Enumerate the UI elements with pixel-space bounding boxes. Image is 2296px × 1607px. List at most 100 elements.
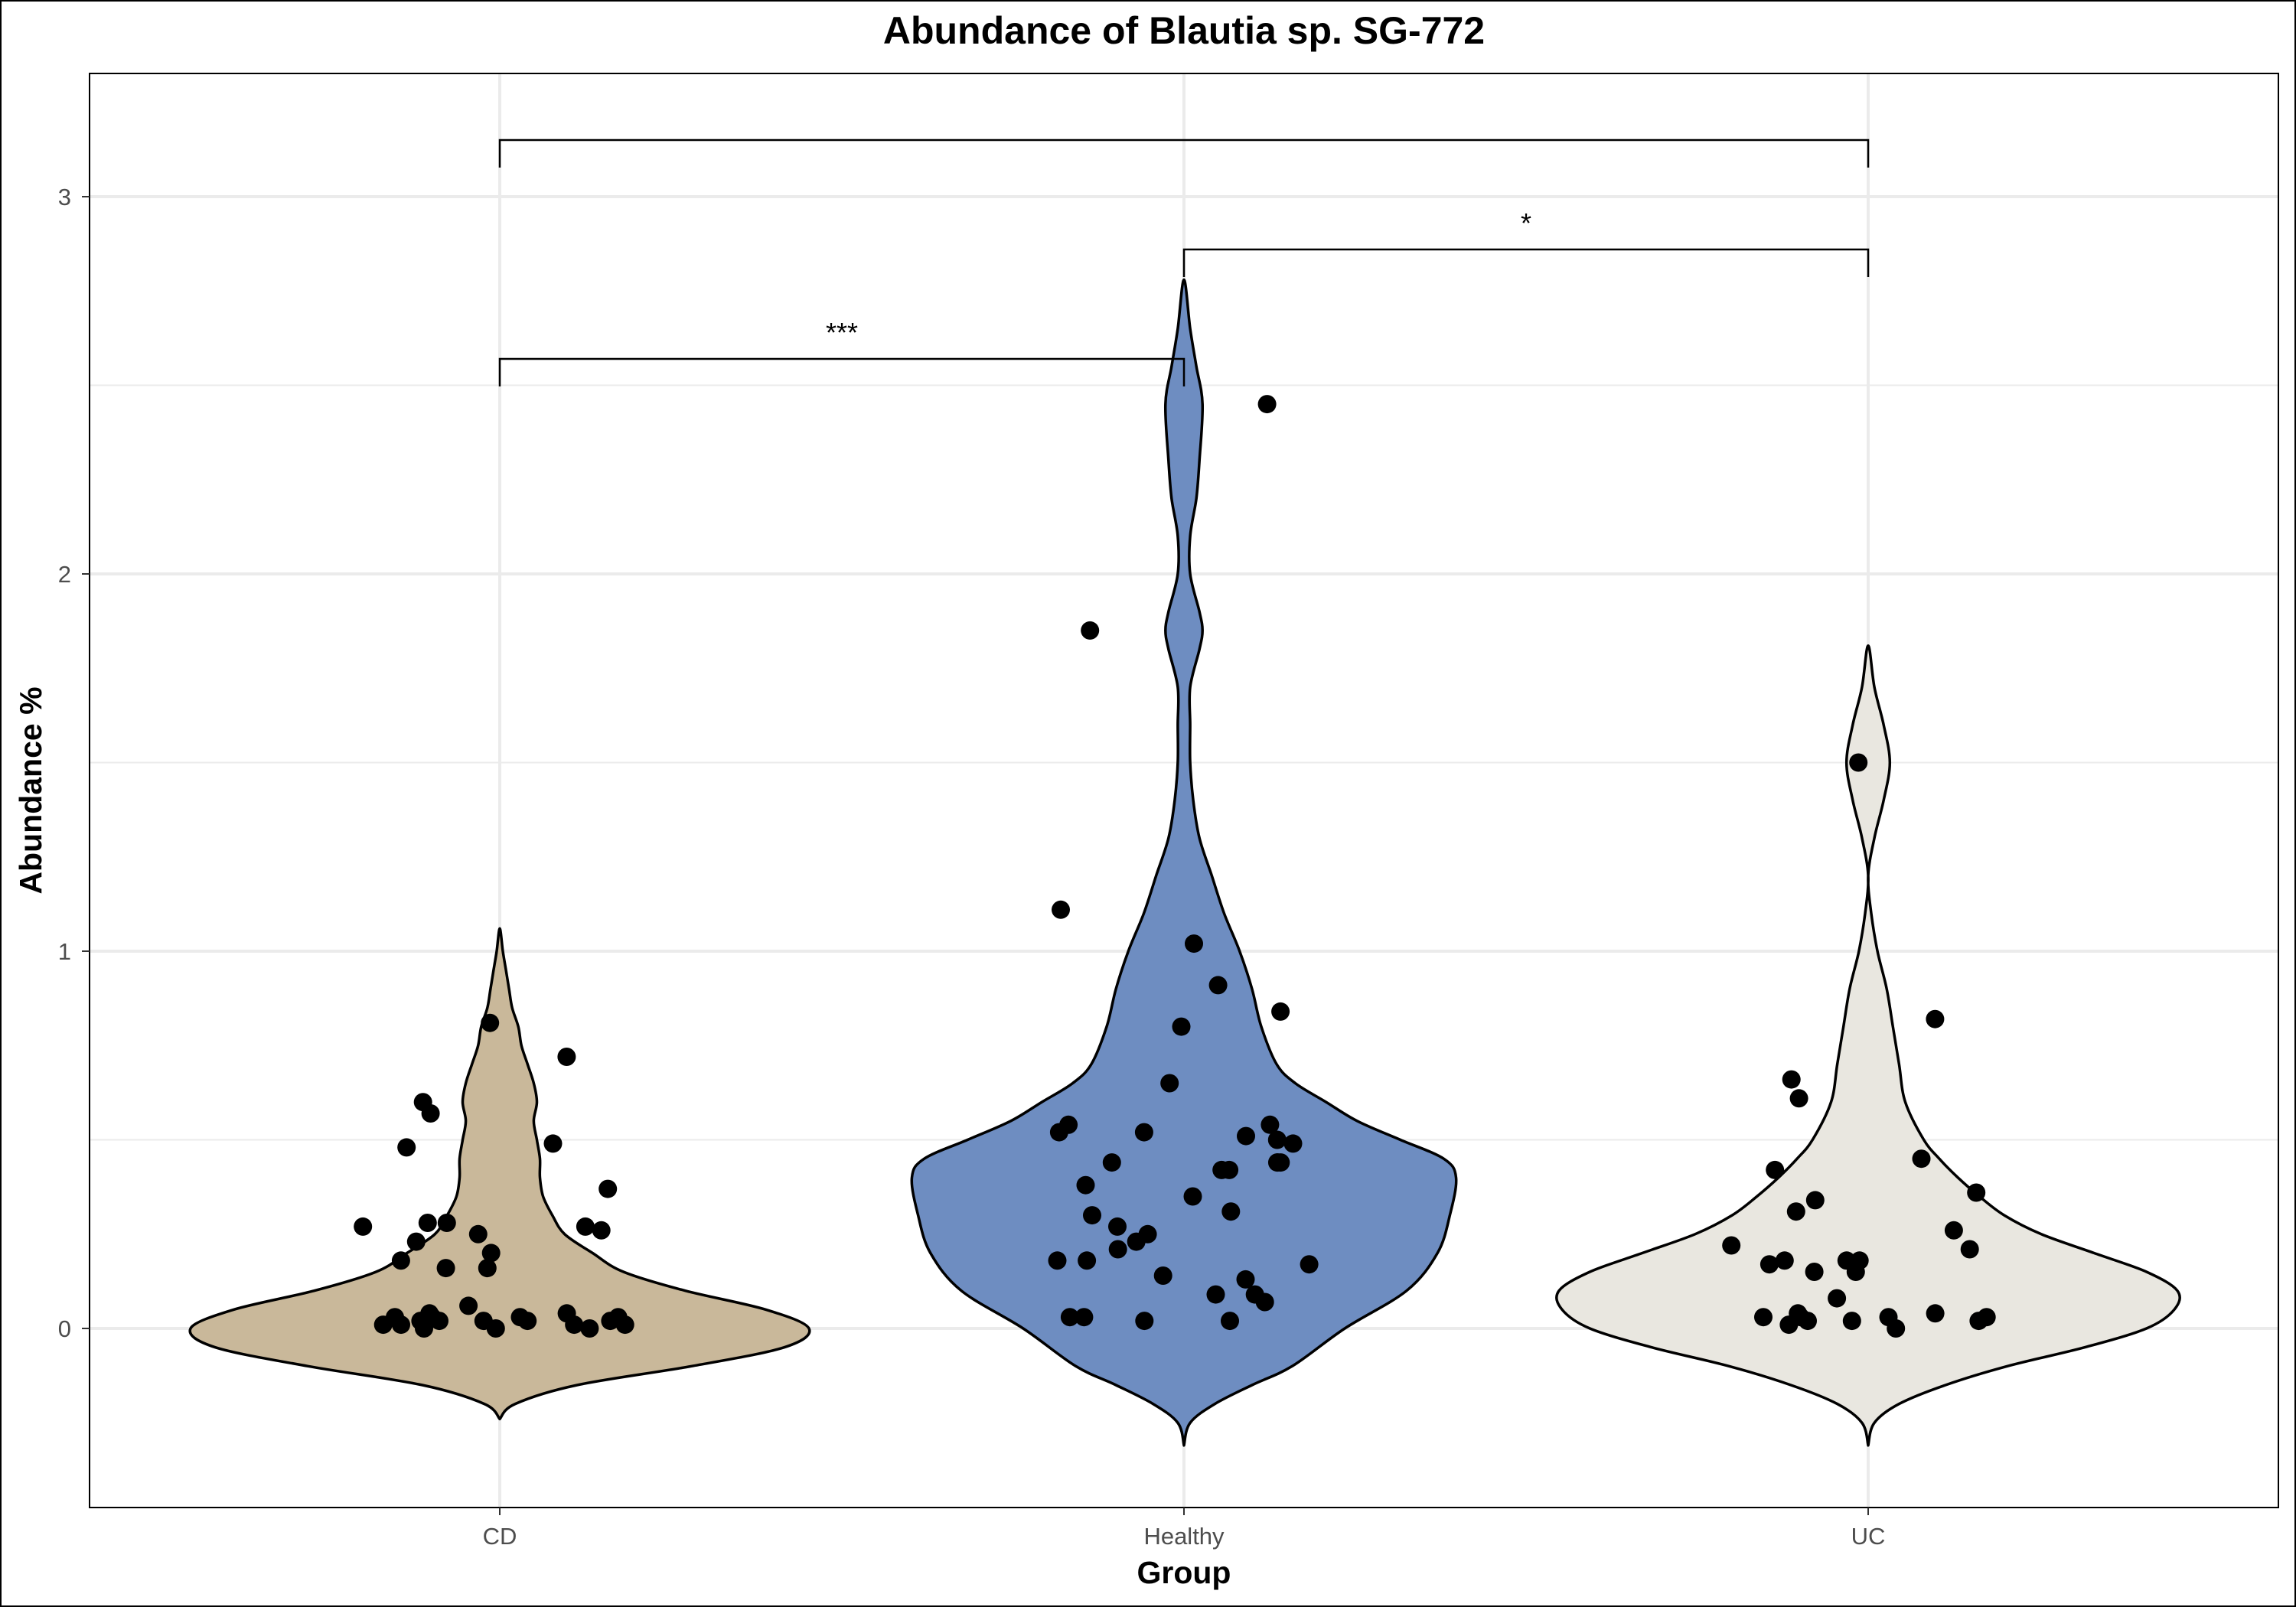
data-point-cd [598,1179,618,1198]
significance-bracket [498,139,1870,168]
data-point-cd [397,1138,416,1157]
violins [188,278,2181,1447]
data-point-healthy [1083,1206,1101,1225]
significance-label: * [1521,207,1531,239]
data-point-uc [1944,1221,1963,1240]
data-point-cd [468,1224,488,1244]
data-point-healthy [1172,1017,1191,1036]
data-point-uc [1969,1312,1988,1331]
data-point-healthy [1153,1266,1172,1285]
x-axis-title: Group [1137,1555,1231,1590]
data-point-cd [486,1319,505,1338]
data-point-uc [1842,1312,1861,1331]
data-point-cd [615,1315,634,1335]
data-point-cd [518,1312,537,1331]
y-tick-label: 2 [58,561,71,588]
data-point-healthy [1048,1251,1067,1270]
data-point-healthy [1208,976,1228,995]
data-point-cd [391,1251,410,1270]
data-point-healthy [1108,1240,1127,1259]
data-point-healthy [1081,621,1100,640]
data-point-uc [1960,1240,1979,1259]
data-point-healthy [1271,1002,1290,1021]
data-point-healthy [1060,1308,1079,1327]
data-point-healthy [1052,900,1070,919]
x-tick-label: UC [1851,1523,1886,1550]
data-point-uc [1828,1289,1847,1308]
data-point-uc [1766,1160,1785,1179]
data-point-healthy [1183,1187,1202,1206]
chart-title: Abundance of Blautia sp. SG-772 [883,9,1485,52]
data-point-healthy [1075,1308,1094,1327]
data-point-uc [1722,1236,1741,1255]
data-point-healthy [1185,934,1203,953]
data-point-cd [543,1134,563,1153]
y-axis-title: Abundance % [13,686,48,894]
data-point-uc [1805,1263,1824,1281]
data-point-healthy [1221,1312,1239,1331]
data-point-uc [1846,1263,1865,1281]
data-point-cd [418,1214,437,1232]
data-point-uc [1786,1202,1805,1221]
y-tick-label: 3 [58,184,71,210]
data-point-cd [481,1013,500,1032]
data-point-cd [576,1217,595,1236]
significance-bracket [1182,248,1870,278]
data-point-cd [373,1315,393,1335]
data-point-healthy [1206,1285,1225,1304]
data-point-cd [406,1232,426,1251]
data-point-cd [430,1312,448,1331]
data-point-uc [1887,1319,1906,1338]
data-point-healthy [1102,1153,1121,1172]
data-point-healthy [1135,1312,1154,1331]
data-point-cd [601,1312,620,1331]
data-point-healthy [1078,1251,1097,1270]
data-point-cd [481,1244,501,1263]
x-tick-label: CD [483,1523,517,1550]
data-point-uc [1926,1009,1945,1028]
data-point-healthy [1212,1160,1231,1179]
data-point-uc [1926,1304,1945,1323]
data-point-healthy [1268,1153,1287,1172]
data-point-healthy [1237,1126,1255,1146]
violin-cd [188,927,811,1421]
data-point-uc [1775,1251,1794,1270]
data-point-healthy [1160,1074,1179,1093]
data-point-healthy [1300,1255,1319,1274]
data-point-cd [459,1296,478,1315]
data-point-uc [1805,1191,1825,1210]
data-point-uc [1799,1312,1817,1331]
data-point-healthy [1134,1123,1153,1142]
data-point-cd [392,1315,410,1335]
data-point-uc [1754,1308,1773,1327]
significance-brackets: **** [498,139,1870,386]
violin-uc [1555,644,2181,1447]
data-point-healthy [1283,1134,1303,1153]
data-point-uc [1782,1070,1801,1089]
data-point-cd [415,1319,433,1338]
data-point-uc [1967,1183,1986,1202]
data-point-cd [580,1319,599,1338]
data-point-healthy [1127,1232,1146,1251]
data-point-cd [354,1217,373,1236]
data-points [354,395,1996,1338]
data-point-uc [1912,1149,1931,1169]
data-point-cd [436,1259,455,1278]
significance-label: *** [826,317,858,348]
significance-bracket [498,357,1186,386]
axis-ticks: 0 1 2 3 CD Healthy UC [58,184,1886,1550]
data-point-cd [437,1214,456,1232]
data-point-healthy [1049,1123,1068,1142]
data-point-cd [421,1104,440,1123]
data-point-healthy [1108,1217,1127,1236]
data-point-healthy [1236,1270,1255,1289]
y-tick-label: 1 [58,938,71,965]
data-point-healthy [1257,395,1277,414]
data-point-healthy [1261,1115,1280,1134]
x-tick-label: Healthy [1143,1523,1225,1550]
data-point-healthy [1255,1292,1274,1312]
data-point-healthy [1267,1130,1287,1149]
data-point-uc [1760,1255,1779,1274]
y-tick-label: 0 [58,1315,71,1342]
